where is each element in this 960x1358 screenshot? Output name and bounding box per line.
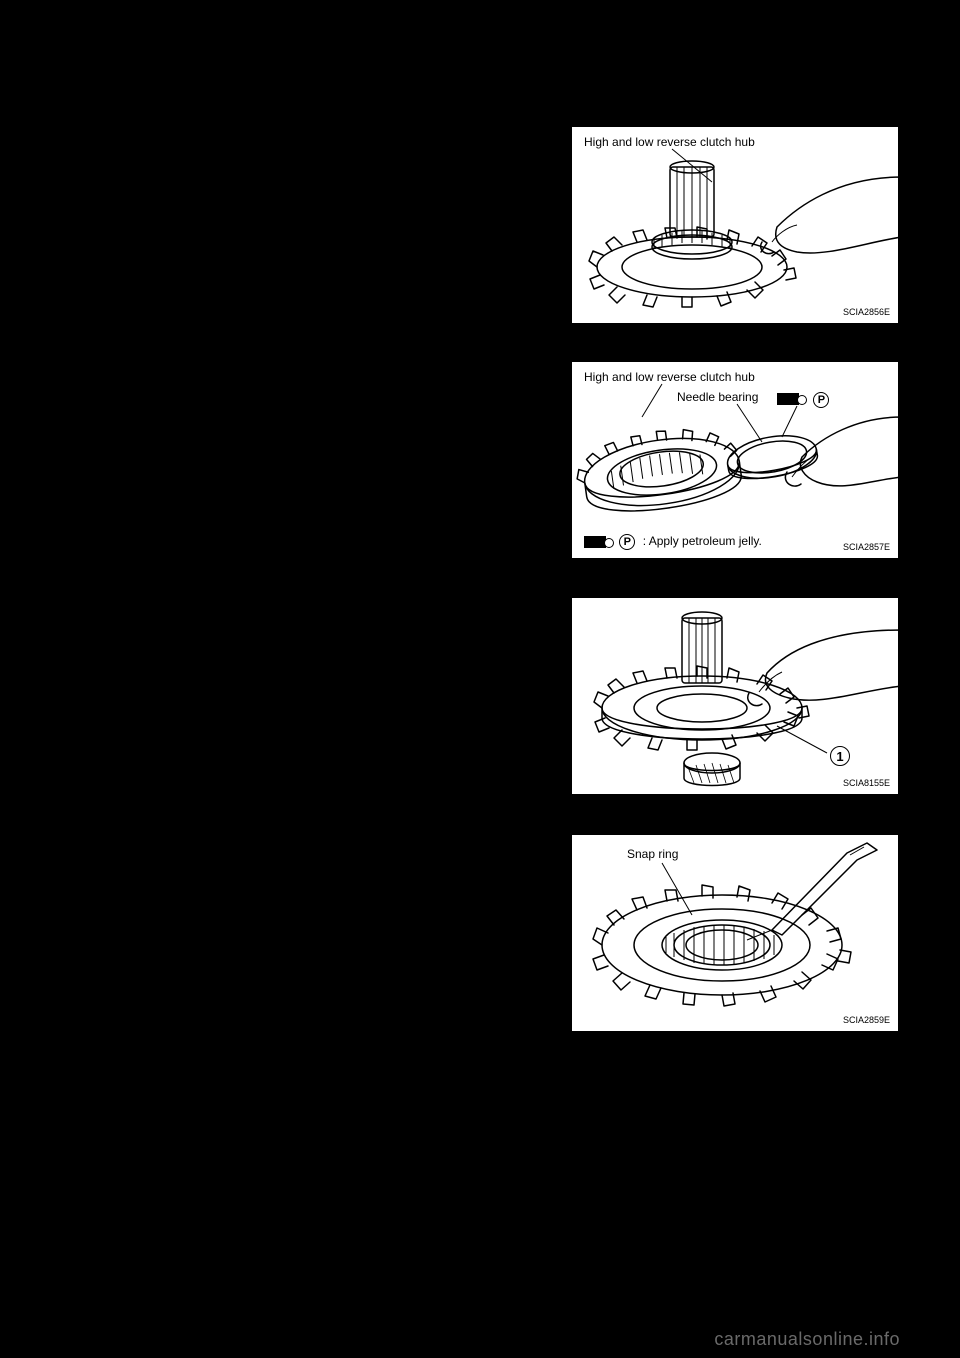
label-hub-1: High and low reverse clutch hub — [584, 135, 755, 149]
figure-code-3: SCIA8155E — [843, 778, 890, 788]
jelly-icon-2 — [584, 536, 606, 548]
jelly-note: P : Apply petroleum jelly. — [584, 534, 762, 550]
jelly-symbol-inline: P — [777, 390, 829, 408]
figure-1: High and low reverse clutch hub — [570, 125, 900, 325]
drawing-1 — [572, 127, 902, 327]
label-hub-2: High and low reverse clutch hub — [584, 370, 755, 384]
figure-3-inner: 1 SCIA8155E — [572, 598, 898, 794]
p-icon: P — [619, 534, 635, 550]
figure-4: Snap ring — [570, 833, 900, 1033]
label-snap: Snap ring — [627, 847, 678, 861]
circled-1-icon: 1 — [830, 746, 850, 766]
jelly-text: : Apply petroleum jelly. — [643, 534, 762, 548]
figure-code-4: SCIA2859E — [843, 1015, 890, 1025]
label-number-1: 1 — [830, 746, 850, 766]
figure-3: 1 SCIA8155E — [570, 596, 900, 796]
drawing-4 — [572, 835, 902, 1035]
figure-1-inner: High and low reverse clutch hub — [572, 127, 898, 323]
figure-2-inner: High and low reverse clutch hub Needle b… — [572, 362, 898, 558]
figure-4-inner: Snap ring — [572, 835, 898, 1031]
figure-code-1: SCIA2856E — [843, 307, 890, 317]
figure-code-2: SCIA2857E — [843, 542, 890, 552]
jelly-icon — [777, 393, 799, 405]
watermark: carmanualsonline.info — [714, 1329, 900, 1350]
figure-2: High and low reverse clutch hub Needle b… — [570, 360, 900, 560]
label-needle: Needle bearing — [677, 390, 758, 404]
p-icon-inline: P — [813, 392, 829, 408]
drawing-3 — [572, 598, 902, 798]
